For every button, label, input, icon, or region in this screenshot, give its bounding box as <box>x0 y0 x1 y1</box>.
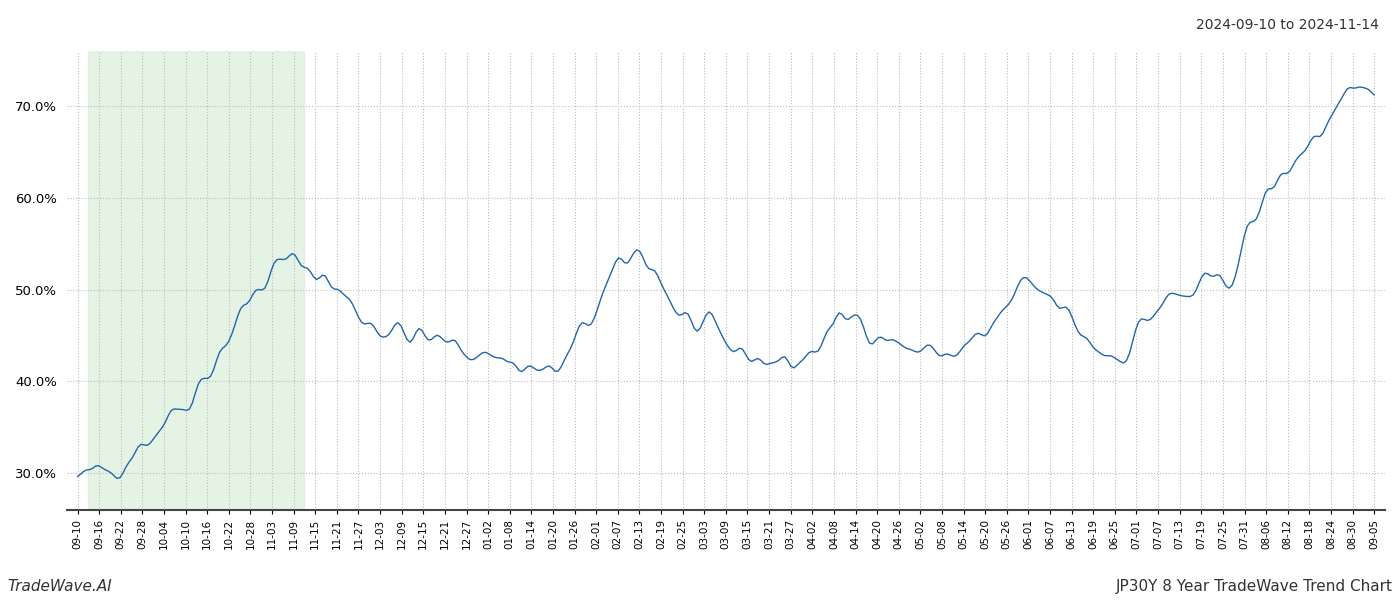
Text: TradeWave.AI: TradeWave.AI <box>7 579 112 594</box>
Text: JP30Y 8 Year TradeWave Trend Chart: JP30Y 8 Year TradeWave Trend Chart <box>1116 579 1393 594</box>
Bar <box>88 51 304 510</box>
Text: 2024-09-10 to 2024-11-14: 2024-09-10 to 2024-11-14 <box>1196 18 1379 32</box>
